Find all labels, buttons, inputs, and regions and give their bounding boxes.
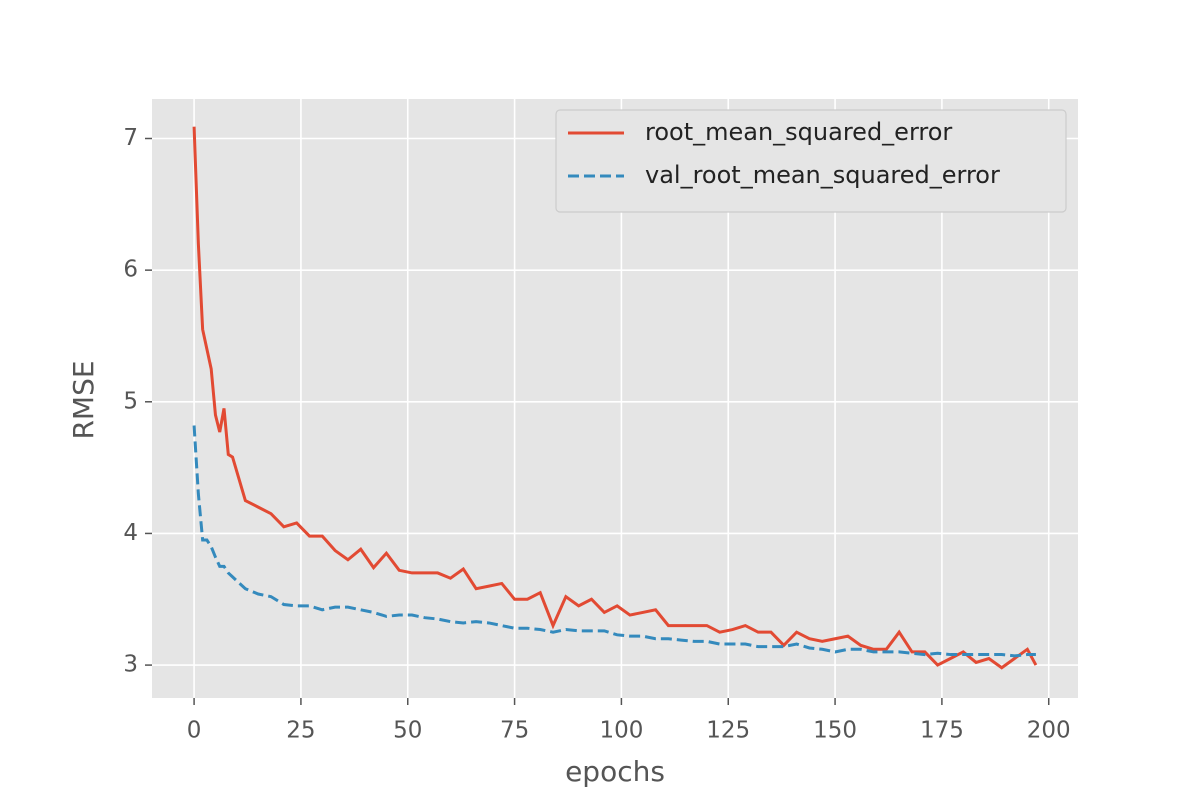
- x-axis-label: epochs: [565, 755, 665, 788]
- y-tick-label: 3: [123, 652, 138, 678]
- x-tick-label: 175: [920, 718, 964, 744]
- x-tick-label: 50: [393, 718, 422, 744]
- y-tick-label: 7: [123, 125, 138, 151]
- y-tick-label: 6: [123, 257, 138, 283]
- x-tick-label: 75: [500, 718, 529, 744]
- legend-label: root_mean_squared_error: [645, 118, 952, 146]
- line-series: [192, 126, 1038, 670]
- x-tick-label: 150: [813, 718, 857, 744]
- x-tick-label: 100: [599, 718, 643, 744]
- y-tick-label: 4: [123, 520, 138, 546]
- x-tick-label: 200: [1027, 718, 1071, 744]
- legend-box: [555, 109, 1067, 213]
- x-tick-label: 25: [286, 718, 315, 744]
- x-tick-label: 0: [187, 718, 202, 744]
- line-series: [192, 425, 1036, 658]
- y-tick-label: 5: [123, 388, 138, 414]
- x-tick-label: 125: [706, 718, 750, 744]
- legend-label: val_root_mean_squared_error: [645, 161, 1000, 189]
- y-axis-label: RMSE: [67, 360, 100, 439]
